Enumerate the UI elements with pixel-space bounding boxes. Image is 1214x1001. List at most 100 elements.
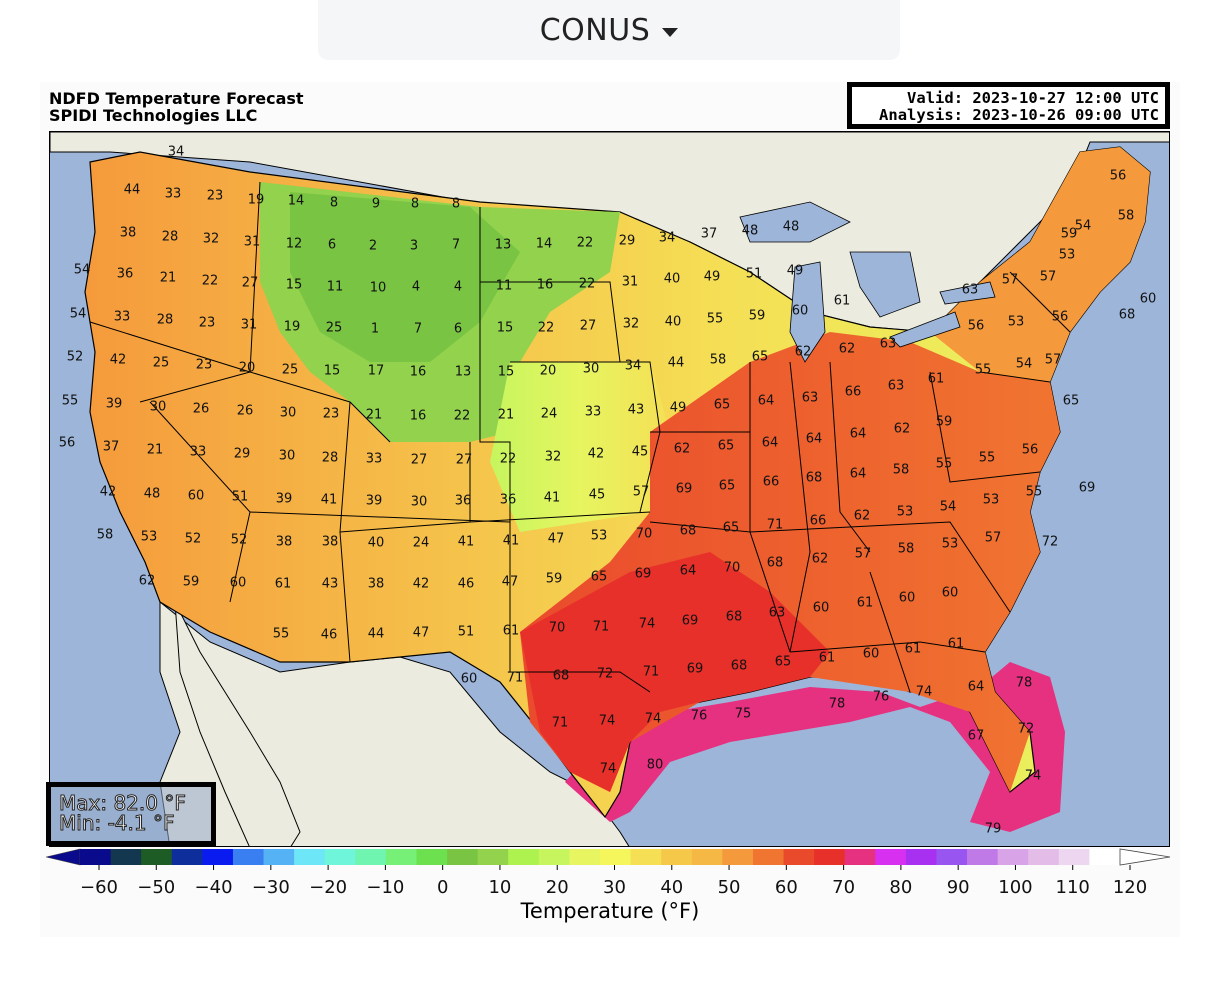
temperature-label: 41 [321,493,338,508]
temperature-label: 61 [503,624,520,639]
temperature-label: 12 [286,237,303,252]
temperature-label: 65 [719,479,736,494]
temperature-label: 79 [985,822,1002,837]
temperature-label: 60 [461,672,478,687]
colorbar-tick-label: −30 [252,877,290,898]
temperature-label: 40 [665,315,682,330]
colorbar-tick-label: −20 [309,877,347,898]
temperature-label: 42 [588,447,605,462]
temperature-label: 21 [147,443,164,458]
temperature-label: 64 [806,432,823,447]
colorbar-bin [110,849,142,865]
temperature-label: 57 [633,485,650,500]
colorbar-bin [752,849,785,865]
temperature-label: 22 [454,409,471,424]
lake-ontario [939,281,996,305]
temperature-label: 76 [691,709,708,724]
temperature-label: 62 [795,345,812,360]
temperature-label: 62 [854,509,871,524]
temperature-label: 36 [117,267,134,282]
temperature-label: 34 [168,145,185,160]
temperature-label: 28 [157,313,174,328]
temperature-label: 21 [160,271,177,286]
temperature-label: 31 [241,318,258,333]
temperature-label: 67 [968,729,985,744]
temperature-label: 49 [670,401,687,416]
temperature-label: 33 [366,452,383,467]
temperature-label: 69 [1079,481,1096,496]
temperature-label: 42 [413,577,430,592]
temperature-label: 19 [248,193,265,208]
temperature-label: 10 [370,281,387,296]
temperature-label: 74 [1025,769,1042,784]
min-value: Min: -4.1 °F [59,811,175,835]
colorbar-bin [1028,849,1060,865]
temperature-label: 62 [812,552,829,567]
temperature-label: 74 [599,714,616,729]
temperature-label: 66 [845,385,862,400]
temperature-label: 33 [114,310,131,325]
temperature-label: 40 [664,272,681,287]
temperature-label: 68 [806,471,823,486]
temperature-label: 22 [577,236,594,251]
temperature-label: 62 [839,342,856,357]
analysis-time: Analysis: 2023-10-26 09:00 UTC [879,106,1159,124]
temperature-label: 60 [813,601,830,616]
state-borders [89,181,1071,693]
colorbar-bin [1058,849,1090,865]
temperature-label: 26 [193,402,210,417]
colorbar-bin [967,849,999,865]
temperature-label: 78 [829,697,846,712]
temperature-label: 36 [455,494,472,509]
colorbar-bin [416,849,448,865]
colorbar-max-arrow [1119,848,1171,866]
temperature-label: 19 [284,320,301,335]
colorbar-tick-label: 10 [488,877,511,898]
temperature-label: 71 [767,518,784,533]
figure-title-line1: NDFD Temperature Forecast [49,89,304,108]
temperature-label: 62 [894,422,911,437]
colorbar-bin [355,849,387,865]
temperature-label: 58 [1118,209,1135,224]
temperature-label: 60 [899,591,916,606]
temperature-label: 45 [589,488,606,503]
temperature-map: 34 44 33 23 19 14 8 9 8 8 38 28 32 31 12 6 2 3 7 13 14 22 29 34… [49,131,1170,847]
temperature-label: 71 [593,620,610,635]
temperature-label: 43 [322,577,339,592]
gulf-warm-band [565,662,1065,832]
temperature-label: 68 [731,659,748,674]
region-selector[interactable]: CONUS [318,0,900,60]
temperature-label: 60 [230,576,247,591]
colorbar-bin [263,849,295,865]
temperature-label: 71 [643,665,660,680]
temperature-label: 33 [190,445,207,460]
temperature-label: 58 [97,528,114,543]
colorbar-bin [661,849,693,865]
colorbar: −60 −50 −40 −30 −20 −10 0 10 20 30 40 50 60 70 80 90 100… [40,847,1180,937]
lake-superior [739,201,851,243]
temperature-label: 1 [371,322,379,337]
temperature-label: 39 [106,397,123,412]
temperature-label: 37 [103,440,120,455]
temperature-label: 64 [758,394,775,409]
temperature-label: 30 [583,362,600,377]
forecast-figure: NDFD Temperature Forecast SPIDI Technolo… [40,82,1180,937]
temperature-label: 60 [863,647,880,662]
temperature-label: 4 [412,280,420,295]
colorbar-bin [80,849,112,865]
temperature-label: 61 [819,651,836,666]
colorbar-tick-label: 110 [1056,877,1090,898]
temperature-label: 63 [888,379,905,394]
colorbar-tick-label: −40 [195,877,233,898]
temperature-label: 54 [1016,357,1033,372]
temperature-label: 59 [183,575,200,590]
temperature-label: 54 [74,263,91,278]
colorbar-bin [691,849,723,865]
temperature-label: 60 [188,489,205,504]
colorbar-tick-label: 90 [947,877,970,898]
northeast-region [930,147,1150,382]
temperature-label: 39 [366,494,383,509]
colorbar-bin [936,849,968,865]
lake-erie [889,311,961,348]
colorbar-bin [141,849,173,865]
